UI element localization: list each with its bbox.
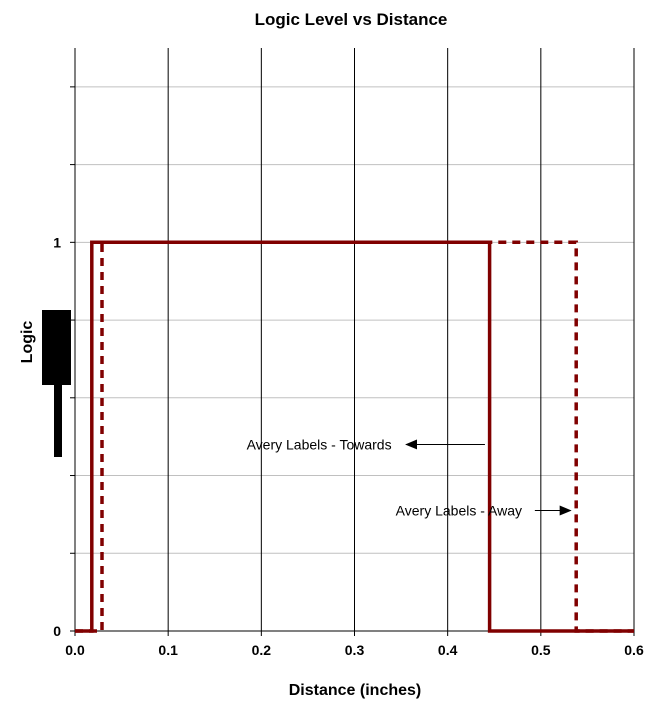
series-layer [75, 240, 634, 633]
x-tick-label: 0.6 [624, 642, 644, 658]
x-tick-label: 0.3 [345, 642, 365, 658]
x-tick-label: 0.4 [438, 642, 458, 658]
x-tick-label: 0.0 [65, 642, 85, 658]
axis-layer [70, 48, 635, 636]
x-tick-label: 0.1 [158, 642, 178, 658]
annotation-label: Avery Labels - Towards [247, 436, 392, 452]
x-tick-label: 0.5 [531, 642, 551, 658]
x-axis-label: Distance (inches) [289, 682, 421, 699]
annotation-layer: Avery Labels - Towards Avery Labels - Awa… [247, 436, 572, 519]
y-axis-label: Logic [19, 321, 36, 364]
tick-layer: 0.0 0.1 0.2 0.3 0.4 0.5 0.6 0 1 [53, 234, 644, 658]
y-tick-label: 0 [53, 623, 61, 639]
x-tick-label: 0.2 [252, 642, 272, 658]
y-tick-label: 1 [53, 234, 61, 250]
series-line-away [75, 240, 634, 633]
chart-title: Logic Level vs Distance [255, 10, 448, 29]
grid-layer [75, 48, 635, 631]
sensor-icon [42, 310, 71, 457]
annotation-label: Avery Labels - Away [396, 503, 522, 519]
